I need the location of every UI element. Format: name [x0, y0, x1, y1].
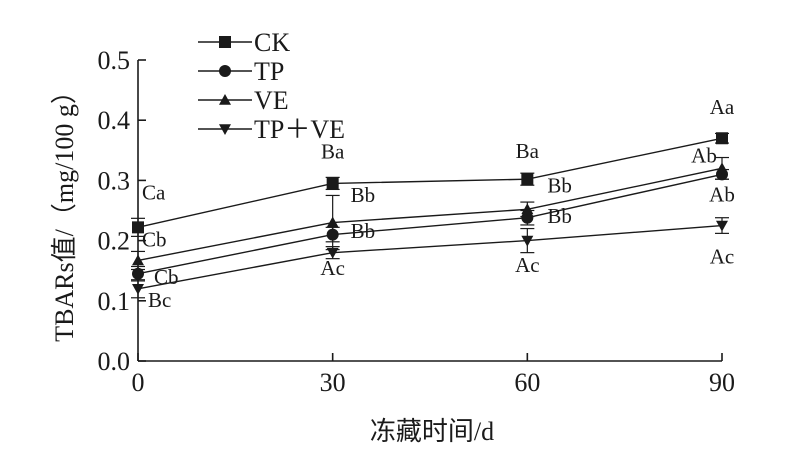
significance-label: Ba [516, 139, 540, 163]
legend-label: VE [254, 86, 289, 115]
series-line [137, 137, 723, 229]
significance-label: Bb [351, 183, 376, 207]
y-tick-label: 0.3 [98, 166, 131, 195]
marker-square [219, 36, 231, 48]
significance-label: Ab [709, 182, 735, 206]
data-labels: Ca Ba Ba Aa Cb Bb Bb Ab Cb Bb Bb Ab Bc Ac Ac Ac [142, 95, 735, 312]
marker-triangle-up [132, 254, 144, 266]
series-group [131, 132, 729, 299]
series-3 [131, 217, 729, 299]
marker-triangle-down [716, 220, 728, 232]
axes: 0.0 0.1 0.2 0.3 0.4 0.5 0 30 60 90 [98, 46, 736, 397]
series-2 [131, 156, 729, 271]
legend-item: CK [198, 28, 290, 57]
significance-label: Ab [691, 143, 717, 167]
series-line [137, 173, 723, 275]
legend-label: TP＋VE [254, 115, 345, 144]
y-axis-title: TBARs值/（mg/100 g） [50, 78, 79, 342]
legend-item: VE [198, 86, 289, 115]
significance-label: Ac [320, 256, 345, 280]
legend-label: CK [254, 28, 290, 57]
significance-label: Bb [351, 219, 376, 243]
legend-label: TP [254, 57, 284, 86]
significance-label: Bb [547, 173, 572, 197]
y-tick-label: 0.5 [98, 46, 131, 75]
legend-item: TP [198, 57, 284, 86]
series-0 [131, 132, 729, 237]
x-tick-label: 60 [514, 368, 540, 397]
y-tick-label: 0.0 [98, 347, 131, 376]
y-tick-label: 0.4 [98, 106, 131, 135]
significance-label: Ba [321, 140, 345, 164]
series-line [137, 224, 723, 290]
marker-triangle-down [326, 247, 339, 259]
significance-label: Bc [148, 288, 171, 312]
significance-label: Ac [515, 253, 540, 277]
significance-label: Cb [154, 265, 179, 289]
y-tick-label: 0.1 [98, 287, 131, 316]
marker-circle [521, 211, 534, 224]
x-tick-label: 90 [709, 368, 735, 397]
legend-item: TP＋VE [198, 115, 345, 144]
marker-triangle-down [132, 283, 144, 295]
series-line [137, 167, 723, 262]
marker-square [521, 173, 534, 186]
marker-triangle-down [219, 124, 231, 135]
x-tick-label: 0 [132, 368, 145, 397]
marker-circle [219, 65, 231, 77]
significance-label: Cb [142, 228, 167, 252]
significance-label: Ca [142, 181, 166, 205]
marker-square [132, 221, 144, 234]
marker-triangle-down [521, 235, 534, 247]
marker-triangle-up [521, 203, 534, 215]
marker-square [716, 132, 728, 145]
marker-triangle-up [326, 216, 339, 228]
x-tick-label: 30 [320, 368, 346, 397]
significance-label: Ac [710, 244, 735, 268]
series-1 [131, 168, 729, 282]
significance-label: Aa [710, 95, 735, 119]
marker-triangle-up [219, 94, 231, 105]
marker-circle [132, 267, 144, 280]
x-axis-title: 冻藏时间/d [370, 417, 494, 446]
marker-triangle-up [716, 162, 728, 174]
marker-square [326, 177, 339, 190]
significance-label: Bb [547, 204, 572, 228]
y-tick-label: 0.2 [98, 227, 131, 256]
